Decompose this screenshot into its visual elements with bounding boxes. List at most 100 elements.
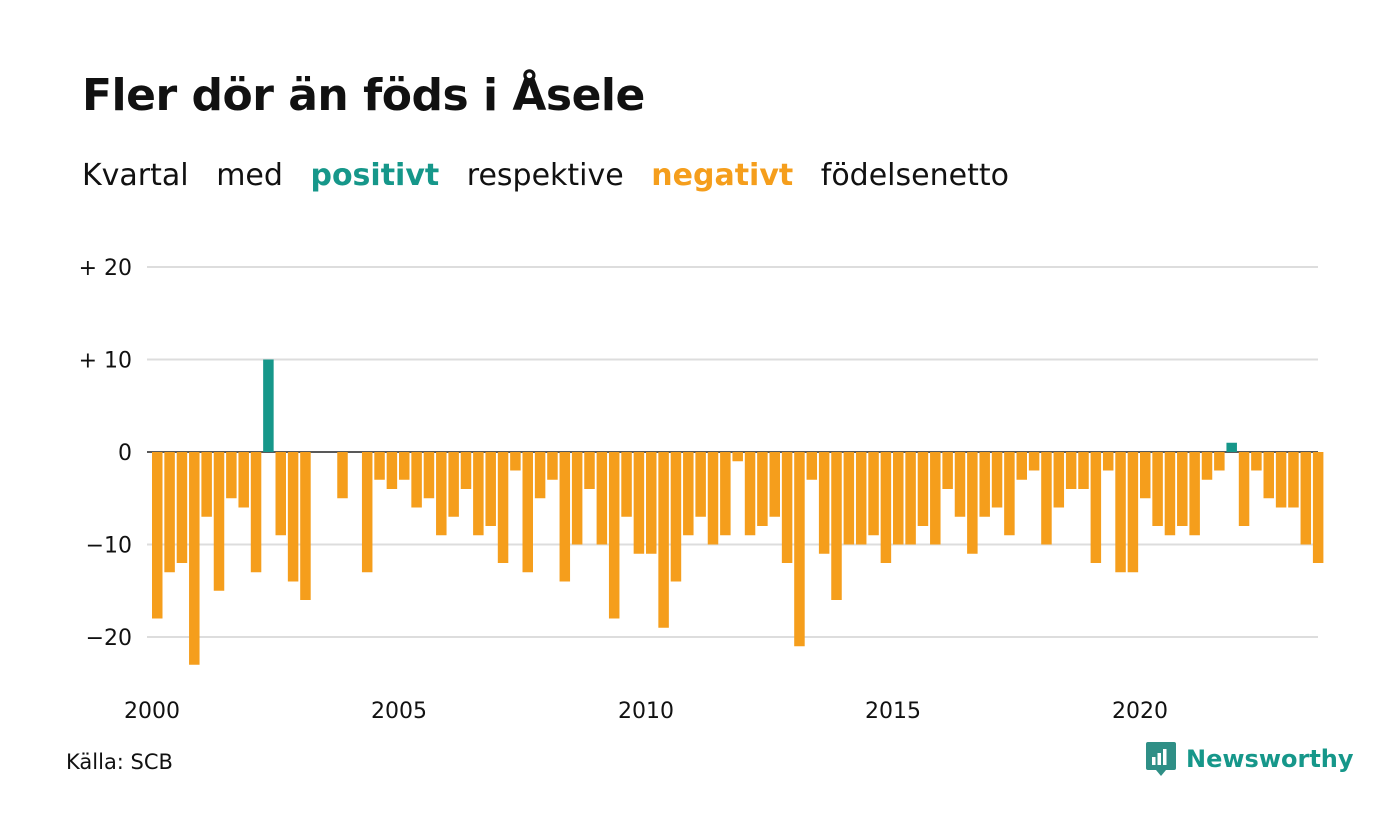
chart-subtitle: Kvartal med positivt respektive negativt… — [82, 158, 1027, 193]
bar-negative — [1152, 452, 1163, 526]
bar-negative — [584, 452, 595, 489]
subtitle-word-1: Kvartal — [82, 158, 189, 193]
bar-negative — [893, 452, 904, 545]
bar-negative — [559, 452, 571, 582]
bar-positive — [263, 359, 274, 452]
bar-negative — [991, 452, 1003, 508]
subtitle-word-3: respektive — [466, 158, 624, 193]
bar-negative — [411, 452, 422, 508]
bar-negative — [942, 452, 953, 489]
bar-negative — [1065, 452, 1077, 489]
bar-negative — [201, 452, 212, 517]
bar-negative — [485, 452, 496, 526]
bar-negative — [1090, 452, 1102, 563]
bar-negative — [287, 452, 299, 582]
bar-negative — [658, 452, 669, 628]
bar-negative — [275, 452, 286, 536]
bar-negative — [633, 452, 645, 554]
bar-negative — [646, 452, 657, 554]
y-tick-label: −20 — [86, 626, 132, 651]
bar-negative — [732, 452, 743, 462]
bar-negative — [1127, 452, 1139, 573]
bar-negative — [1201, 452, 1213, 480]
bar-negative — [386, 452, 398, 489]
bar-negative — [337, 452, 348, 499]
bar-negative — [868, 452, 879, 536]
bar-negative — [905, 452, 916, 545]
bar-negative — [695, 452, 706, 517]
bar-negative — [880, 452, 892, 563]
bar-negative — [744, 452, 756, 536]
bar-negative — [670, 452, 682, 582]
bar-negative — [794, 452, 805, 647]
subtitle-word-4: födelsenetto — [820, 158, 1009, 193]
bar-negative — [1214, 452, 1225, 471]
brand-name: Newsworthy — [1186, 745, 1354, 773]
bar-negative — [1300, 452, 1312, 545]
bar-negative — [757, 452, 768, 526]
bar-negative — [510, 452, 521, 471]
bar-negative — [843, 452, 855, 545]
bar-negative — [1164, 452, 1176, 536]
bar-negative — [621, 452, 632, 517]
y-tick-label: −10 — [86, 534, 132, 559]
bar-negative — [547, 452, 558, 480]
bar-negative — [361, 452, 373, 573]
bar-negative — [707, 452, 719, 545]
bar-negative — [164, 452, 175, 573]
x-tick-label: 2020 — [1112, 699, 1168, 724]
y-tick-label: 0 — [118, 441, 132, 466]
bar-negative — [917, 452, 929, 526]
subtitle-positive-word: positivt — [310, 158, 440, 193]
bar-negative — [1053, 452, 1065, 508]
bar-negative — [534, 452, 546, 499]
bar-negative — [1115, 452, 1126, 573]
bar-negative — [720, 452, 731, 536]
x-tick-label: 2010 — [618, 699, 674, 724]
y-tick-label: + 20 — [79, 256, 132, 281]
bar-negative — [300, 452, 311, 600]
bar-chart: + 20 + 10 0 −10 −20 2000 2005 2010 2015 2020 — [79, 256, 1324, 724]
bar-negative — [1078, 452, 1089, 489]
bar-negative — [781, 452, 793, 563]
bar-negative — [1041, 452, 1052, 545]
bar-negative — [855, 452, 867, 545]
chart-title: Fler dör än föds i Åsele — [82, 70, 645, 121]
subtitle-word-2: med — [216, 158, 283, 193]
bar-negative — [1251, 452, 1262, 471]
newsworthy-logo-icon — [1146, 742, 1176, 776]
bar-negative — [571, 452, 583, 545]
bar-negative — [1177, 452, 1188, 526]
subtitle-negative-word: negativt — [651, 158, 794, 193]
bar-negative — [238, 452, 249, 508]
bar-negative — [596, 452, 608, 545]
bar-negative — [374, 452, 385, 480]
bar-negative — [436, 452, 447, 536]
bar-negative — [818, 452, 830, 554]
bar-negative — [1312, 452, 1324, 563]
bar-negative — [189, 452, 200, 665]
source-note: Källa: SCB — [66, 750, 173, 774]
bar-negative — [979, 452, 990, 517]
bar-negative — [522, 452, 533, 573]
bar-negative — [1288, 452, 1299, 508]
bar-negative — [1238, 452, 1250, 526]
bar-negative — [1016, 452, 1027, 480]
bar-negative — [967, 452, 978, 554]
x-tick-label: 2005 — [371, 699, 427, 724]
bar-negative — [226, 452, 237, 499]
bar-negative — [1189, 452, 1200, 536]
bar-negative — [497, 452, 509, 563]
bar-negative — [1004, 452, 1015, 536]
bar-negative — [399, 452, 410, 480]
bar-negative — [423, 452, 435, 499]
y-tick-label: + 10 — [79, 349, 132, 374]
x-tick-label: 2015 — [865, 699, 921, 724]
bar-negative — [954, 452, 966, 517]
bar-negative — [1140, 452, 1151, 499]
bar-negative — [930, 452, 941, 545]
bar-negative — [831, 452, 842, 600]
brand-logo: Newsworthy — [1146, 742, 1354, 776]
bar-negative — [769, 452, 780, 517]
bar-negative — [1263, 452, 1274, 499]
